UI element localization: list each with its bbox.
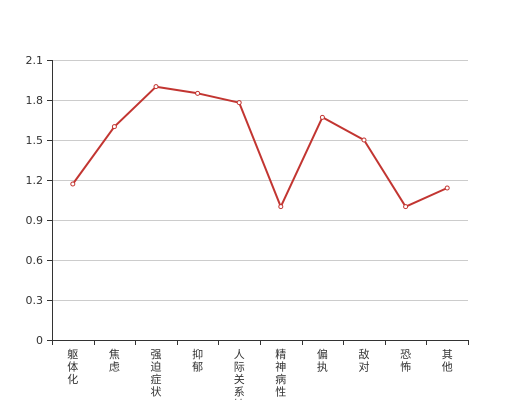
data-point[interactable] bbox=[278, 204, 284, 210]
data-point[interactable] bbox=[361, 137, 367, 143]
data-point[interactable] bbox=[70, 181, 76, 187]
x-tick-label: 偏执 bbox=[317, 347, 328, 374]
x-tick-label: 强迫症状 bbox=[151, 348, 162, 399]
y-tick-label: 2.1 bbox=[26, 54, 44, 67]
data-point[interactable] bbox=[319, 114, 325, 120]
y-tick-label: 1.2 bbox=[26, 174, 44, 187]
data-point[interactable] bbox=[403, 204, 409, 210]
x-tick-label: 恐怖 bbox=[400, 348, 411, 374]
x-tick-label: 人际关系敏感 bbox=[234, 348, 245, 400]
data-point[interactable] bbox=[195, 90, 201, 96]
data-point[interactable] bbox=[111, 124, 117, 130]
x-tick-label: 其他 bbox=[442, 348, 453, 374]
y-tick-label: 1.5 bbox=[26, 134, 44, 147]
x-tick-label: 焦虑 bbox=[109, 348, 120, 374]
x-tick-label: 敌对 bbox=[359, 347, 370, 374]
y-axis: 0 0.3 0.6 0.9 1.2 1.5 1.8 2.1 bbox=[26, 54, 53, 347]
y-tick-label: 0.9 bbox=[26, 214, 44, 227]
gridlines bbox=[52, 60, 468, 301]
data-point[interactable] bbox=[153, 84, 159, 90]
data-point[interactable] bbox=[236, 100, 242, 106]
x-tick-label: 躯体化 bbox=[67, 348, 78, 386]
y-tick-label: 0 bbox=[36, 334, 43, 347]
y-tick-label: 0.6 bbox=[26, 254, 44, 267]
data-points bbox=[70, 84, 450, 210]
y-tick-label: 1.8 bbox=[26, 94, 44, 107]
x-tick-label: 精神病性 bbox=[275, 348, 286, 399]
y-tick-label: 0.3 bbox=[26, 294, 44, 307]
x-tick-label: 抑郁 bbox=[192, 347, 203, 374]
data-point[interactable] bbox=[444, 185, 450, 191]
series-line-group bbox=[71, 85, 448, 208]
x-axis: 躯体化 焦虑 强迫症状 抑郁 人际关系敏感 精神病性 偏执 敌对 恐怖 其他 bbox=[52, 340, 469, 404]
series-line bbox=[71, 85, 448, 208]
